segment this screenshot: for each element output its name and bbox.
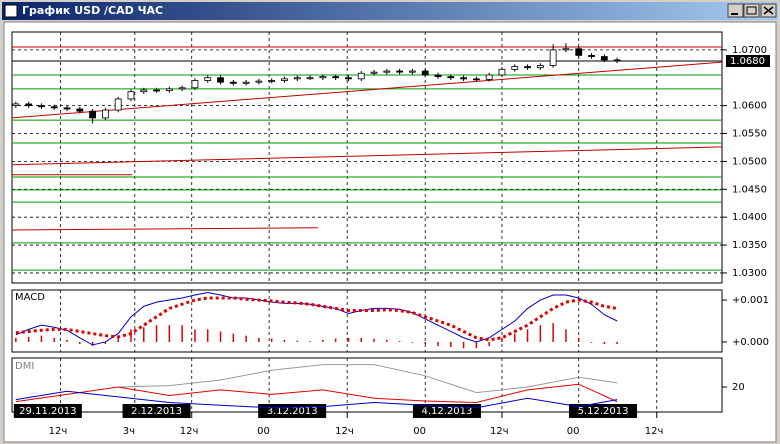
candle-body	[204, 77, 212, 81]
current-price-label: 1.0680	[730, 56, 765, 67]
window-icon	[4, 4, 18, 18]
candle-body	[293, 77, 301, 80]
dmi-line	[15, 383, 618, 403]
candle-body	[89, 110, 96, 119]
candle-body	[319, 76, 327, 79]
candle-body	[549, 49, 557, 66]
y-tick-label: 1.0400	[732, 212, 767, 223]
date-box	[13, 404, 82, 418]
date-box	[569, 404, 638, 418]
candle-body	[485, 74, 493, 80]
candle-body	[613, 59, 621, 62]
candle-body	[12, 103, 20, 107]
y-tick-label: 1.0700	[732, 45, 767, 56]
x-tick-label: 12ч	[645, 426, 664, 437]
candle-body	[575, 48, 583, 56]
y-tick-label: 1.0500	[732, 156, 767, 167]
x-tick-label: 00	[567, 426, 580, 437]
candle-body	[268, 80, 276, 82]
y-tick-label: 1.0300	[732, 268, 767, 279]
date-label: 4.12.2013	[422, 406, 473, 417]
dmi-panel	[11, 357, 723, 413]
x-tick-label: 12ч	[490, 426, 509, 437]
candle-body	[140, 89, 148, 93]
x-tick-label: 3ч	[123, 426, 135, 437]
y-tick-label: 1.0600	[732, 101, 767, 112]
date-label: 29.11.2013	[19, 406, 76, 417]
candle-body	[178, 87, 186, 90]
candle-body	[511, 66, 519, 70]
trend-line	[11, 227, 318, 231]
close-glyph	[763, 6, 774, 15]
date-label: 3.12.2013	[267, 406, 318, 417]
candle-body	[536, 65, 544, 69]
candle-body	[447, 76, 455, 79]
candle-body	[76, 108, 84, 112]
trend-line	[11, 146, 723, 166]
candle-body	[396, 70, 404, 73]
x-tick-label: 12ч	[180, 426, 199, 437]
title-bar	[2, 2, 778, 20]
x-tick-label: 00	[413, 426, 426, 437]
candle-body	[409, 70, 416, 73]
candle-body	[588, 55, 595, 57]
dmi-title: DMI	[15, 361, 34, 372]
y-tick-label: 20	[732, 382, 745, 393]
candle-body	[63, 107, 71, 110]
x-tick-label: 12ч	[49, 426, 68, 437]
window-buttons[interactable]	[727, 3, 777, 18]
window-title: График USD /CAD ЧАС	[22, 4, 163, 17]
candle-body	[306, 77, 314, 80]
candle-body	[25, 103, 33, 107]
candle-body	[332, 76, 340, 79]
y-tick-label: +0.001	[732, 295, 769, 306]
date-label: 5.12.2013	[578, 406, 629, 417]
candle-body	[460, 77, 467, 80]
candle-body	[153, 89, 160, 92]
candle-body	[165, 88, 173, 91]
candle-body	[600, 56, 608, 61]
candle-body	[217, 77, 224, 83]
x-tick-label: 12ч	[335, 426, 354, 437]
candle-body	[242, 81, 250, 84]
date-box	[122, 404, 191, 418]
candle-body	[114, 98, 122, 111]
candle-body	[383, 70, 391, 73]
macd-panel	[11, 289, 723, 353]
candle-body	[434, 74, 442, 78]
candle-body	[421, 70, 429, 76]
macd-line	[15, 292, 618, 346]
trend-line	[11, 61, 723, 119]
y-tick-label: 1.0550	[732, 129, 767, 140]
y-tick-label: 1.0450	[732, 184, 767, 195]
y-tick-label: 1.0350	[732, 240, 767, 251]
candle-body	[498, 68, 506, 76]
current-price-box	[726, 55, 770, 68]
x-tick-label: 00	[257, 426, 270, 437]
candle-body	[345, 77, 352, 80]
candle-body	[127, 91, 135, 100]
candle-body	[255, 80, 263, 83]
candle-body	[101, 109, 109, 119]
candle-body	[229, 81, 237, 84]
candle-body	[281, 78, 288, 81]
macd-title: MACD	[15, 292, 45, 303]
candle-body	[524, 66, 531, 69]
date-label: 2.12.2013	[131, 406, 182, 417]
candle-body	[472, 78, 480, 81]
candle-body	[191, 80, 199, 89]
maximize-button[interactable]	[743, 3, 760, 18]
main-panel	[11, 31, 723, 284]
maximize-glyph	[746, 6, 757, 15]
dmi-line	[15, 390, 618, 409]
dmi-line	[118, 364, 618, 394]
minimize-button[interactable]	[727, 3, 744, 18]
y-tick-label: +0.000	[732, 337, 769, 348]
candle-body	[357, 72, 365, 80]
candle-body	[370, 71, 378, 74]
candle-body	[50, 106, 58, 109]
candle-body	[562, 48, 570, 51]
candle-body	[38, 105, 45, 108]
